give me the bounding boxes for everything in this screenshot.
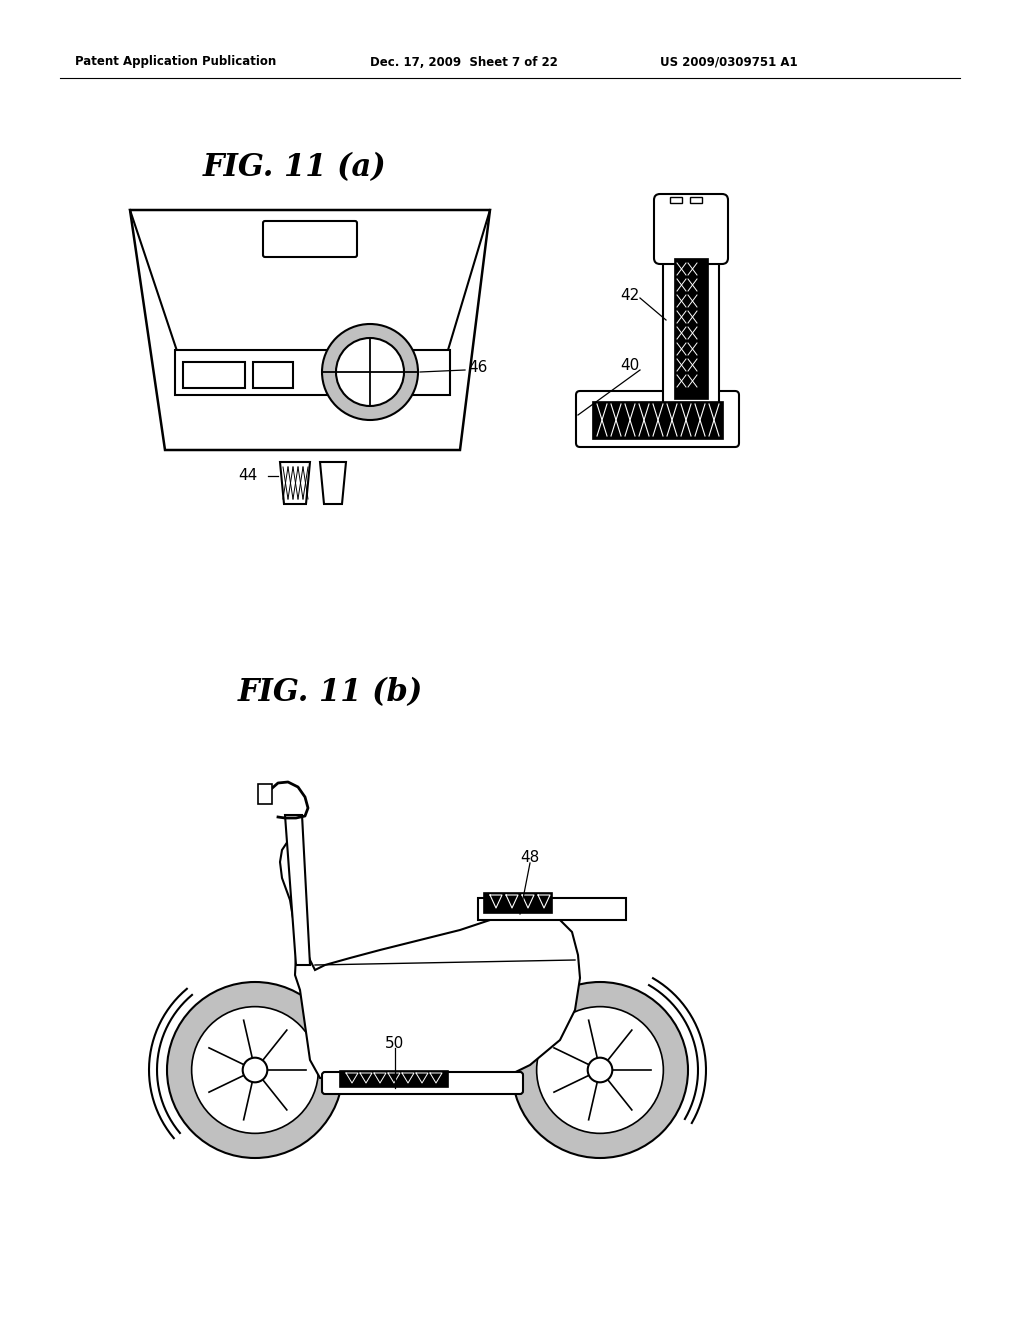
FancyBboxPatch shape — [654, 194, 728, 264]
Bar — [183, 362, 245, 388]
Bar — [340, 1071, 449, 1086]
Circle shape — [191, 1007, 318, 1134]
Bar — [484, 894, 552, 913]
Text: US 2009/0309751 A1: US 2009/0309751 A1 — [660, 55, 798, 69]
Text: FIG. 11 (a): FIG. 11 (a) — [203, 153, 387, 183]
Text: FIG. 11 (b): FIG. 11 (b) — [238, 677, 423, 709]
Bar — [478, 898, 626, 920]
Circle shape — [322, 323, 418, 420]
Circle shape — [537, 1007, 664, 1134]
Bar — [175, 350, 450, 395]
Circle shape — [588, 1057, 612, 1082]
Bar — [670, 197, 682, 203]
Text: 40: 40 — [620, 359, 639, 374]
Bar — [674, 257, 708, 399]
Polygon shape — [280, 820, 625, 1082]
FancyBboxPatch shape — [575, 391, 739, 447]
Text: Patent Application Publication: Patent Application Publication — [75, 55, 276, 69]
Text: 50: 50 — [385, 1035, 404, 1051]
FancyBboxPatch shape — [263, 220, 357, 257]
Circle shape — [336, 338, 404, 407]
Polygon shape — [280, 462, 310, 504]
Text: 42: 42 — [620, 288, 639, 302]
FancyBboxPatch shape — [663, 246, 719, 411]
Polygon shape — [319, 462, 346, 504]
Text: 46: 46 — [468, 360, 487, 375]
Text: Dec. 17, 2009  Sheet 7 of 22: Dec. 17, 2009 Sheet 7 of 22 — [370, 55, 558, 69]
FancyBboxPatch shape — [322, 1072, 523, 1094]
Text: 44: 44 — [238, 469, 257, 483]
Circle shape — [167, 982, 343, 1158]
Bar — [258, 784, 272, 804]
Text: 48: 48 — [520, 850, 540, 866]
Bar — [592, 401, 723, 440]
Bar — [253, 362, 293, 388]
Bar — [690, 197, 702, 203]
Circle shape — [512, 982, 688, 1158]
Polygon shape — [285, 814, 310, 965]
Circle shape — [243, 1057, 267, 1082]
